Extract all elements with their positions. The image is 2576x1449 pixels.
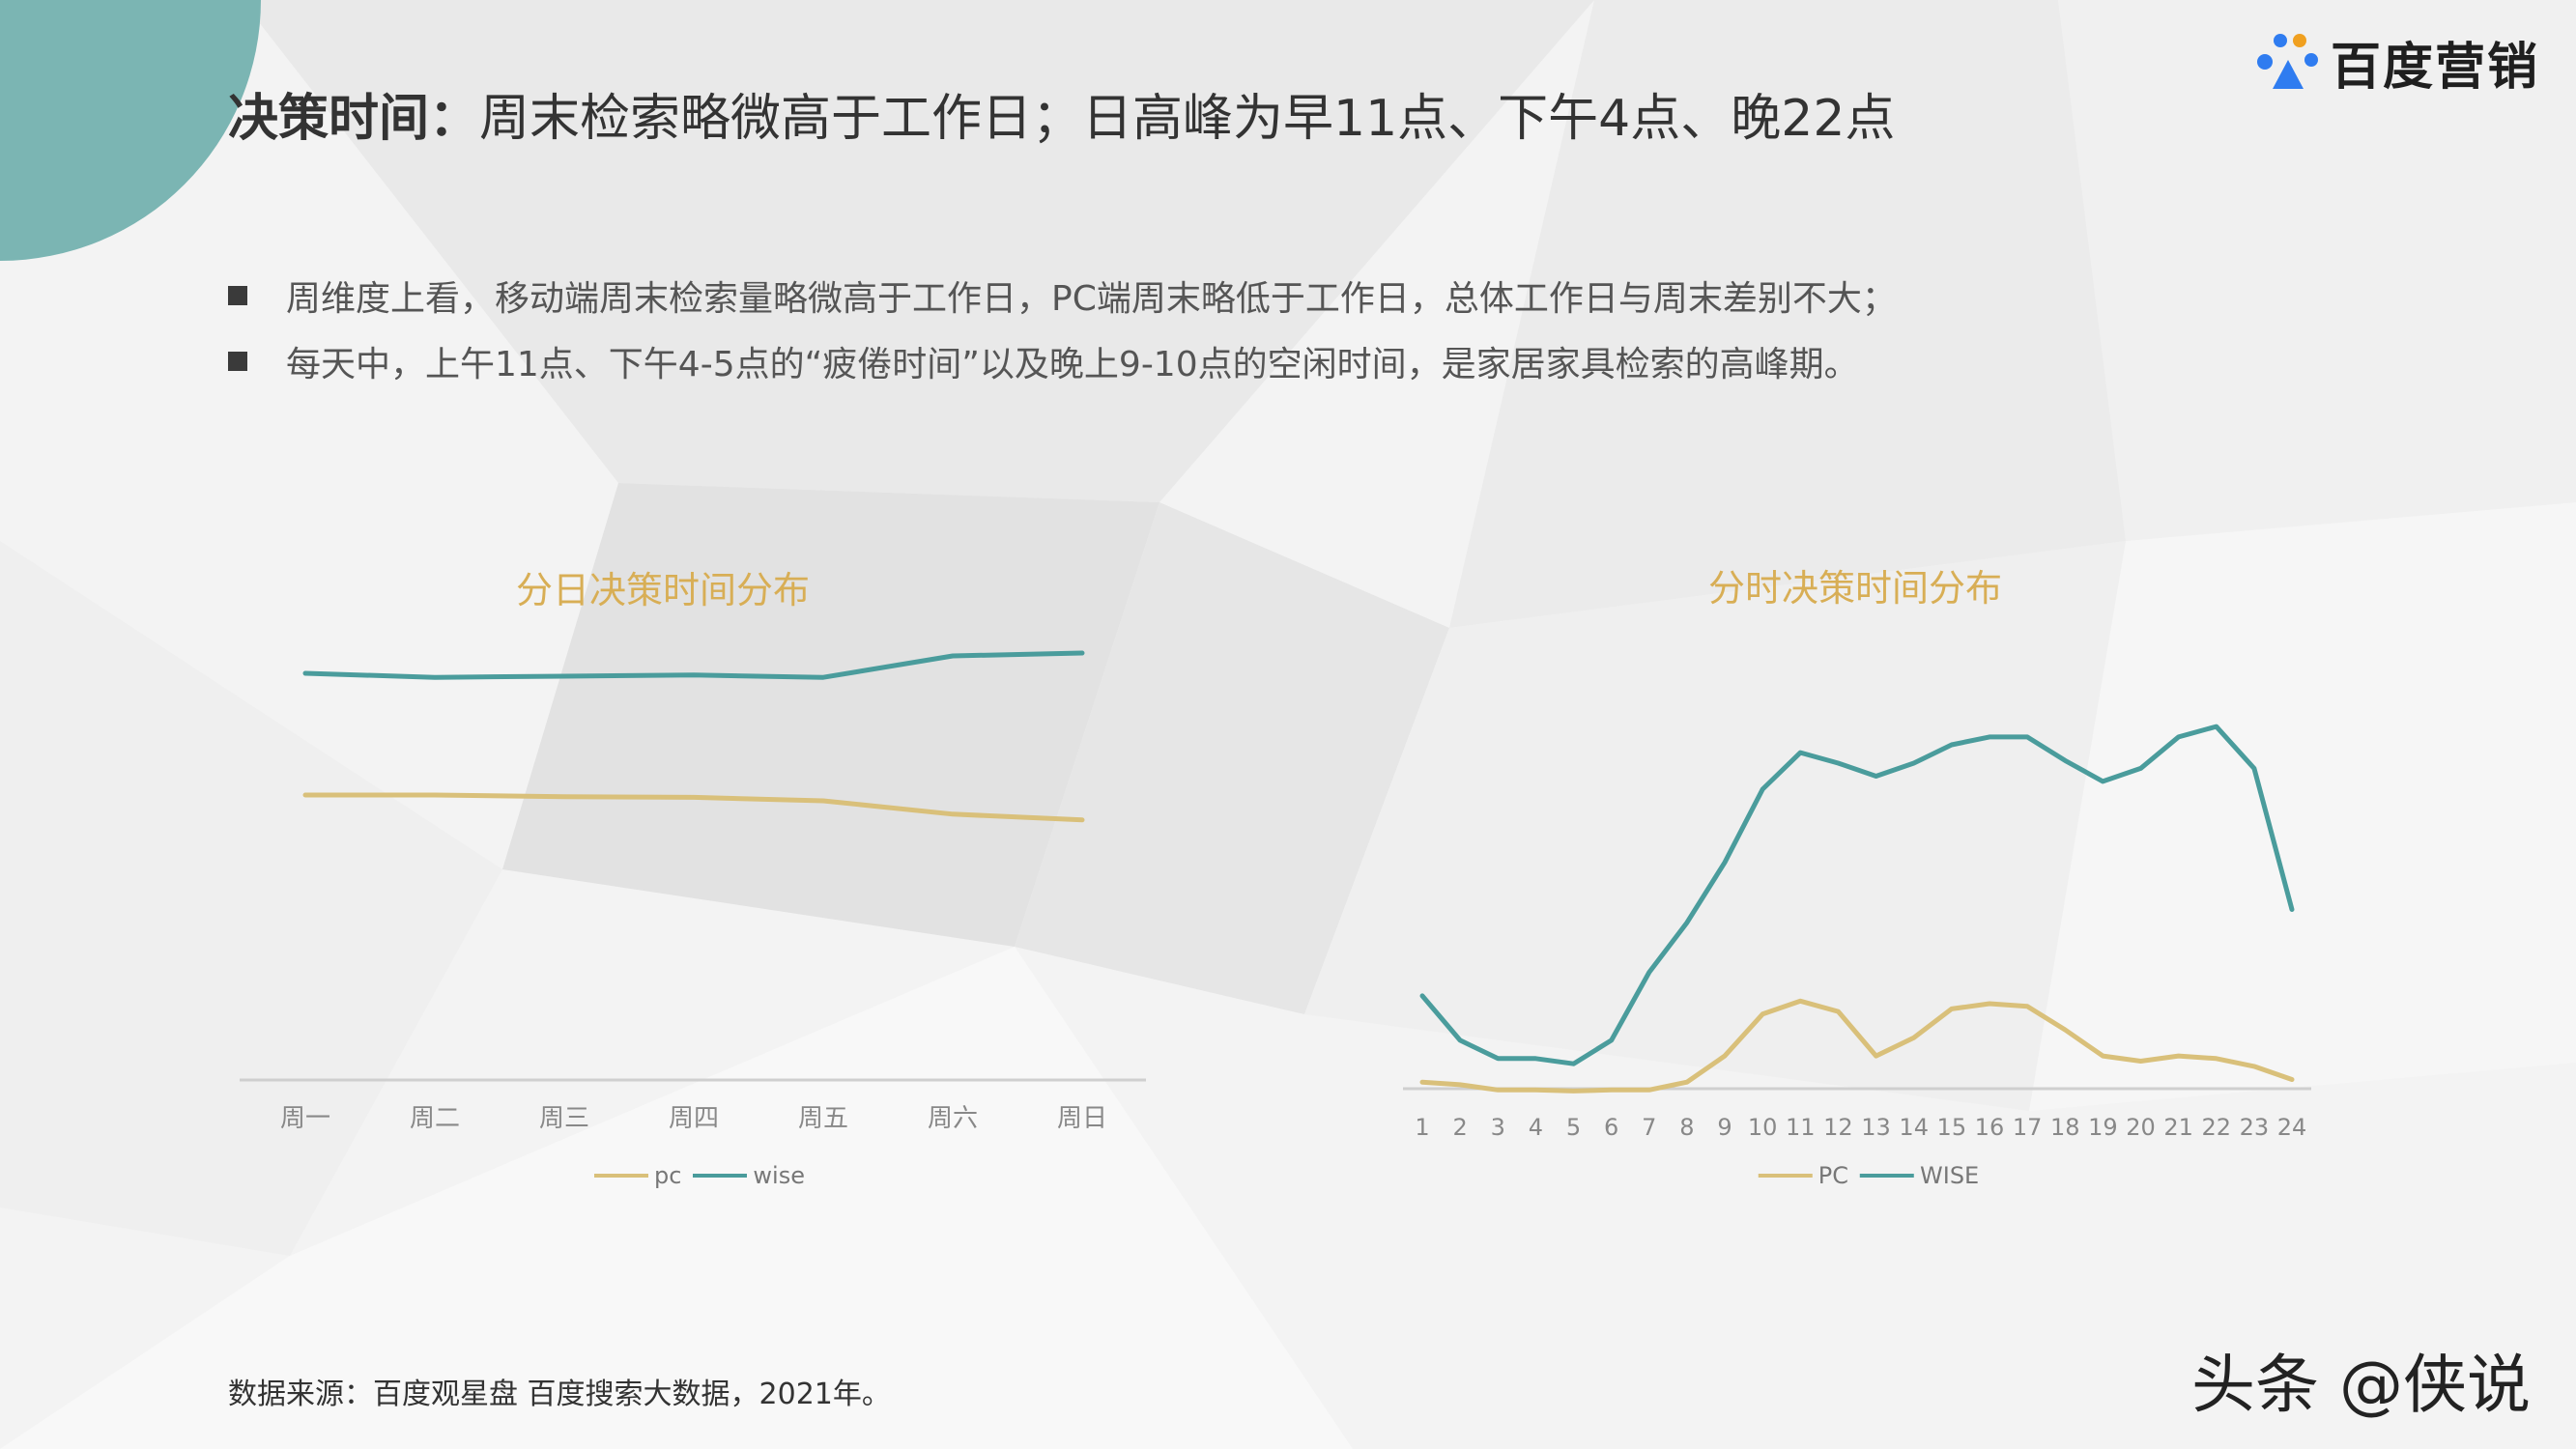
hourly-tick-label: 13 xyxy=(1861,1114,1891,1141)
bullet-list: 周维度上看，移动端周末检索量略微高于工作日，PC端周末略低于工作日，总体工作日与… xyxy=(228,263,1897,394)
hourly-tick-label: 9 xyxy=(1717,1114,1732,1141)
hourly-tick-label: 17 xyxy=(2013,1114,2043,1141)
hourly-tick-label: 14 xyxy=(1899,1114,1929,1141)
hourly-tick-label: 10 xyxy=(1748,1114,1778,1141)
legend-pc-label: pc xyxy=(653,1162,682,1189)
daily-tick-label: 周一 xyxy=(280,1104,330,1133)
legend-wise-swatch xyxy=(1860,1174,1915,1178)
hourly-series-wise-line xyxy=(1419,724,2295,1066)
hourly-tick-label: 7 xyxy=(1642,1114,1656,1141)
legend-pc-label: PC xyxy=(1818,1162,1849,1189)
hourly-tick-label: 16 xyxy=(1975,1114,2005,1141)
chart-daily-title: 分日决策时间分布 xyxy=(515,569,811,611)
daily-tick-label: 周三 xyxy=(539,1104,589,1133)
daily-tick-label: 周六 xyxy=(928,1104,978,1133)
bullet-text: 每天中，上午11点、下午4-5点的“疲倦时间”以及晚上9-10点的空闲时间，是家… xyxy=(286,345,1859,384)
hourly-tick-label: 5 xyxy=(1566,1114,1581,1141)
legend-item-wise: WISE xyxy=(1860,1162,1979,1189)
legend-wise-swatch xyxy=(693,1174,748,1178)
page-title: 决策时间：周末检索略微高于工作日；日高峰为早11点、下午4点、晚22点 xyxy=(228,77,1895,150)
chart-daily-legend: pc wise xyxy=(588,1162,811,1189)
brand-logo: 百度营销 xyxy=(2251,27,2539,97)
legend-wise-label: wise xyxy=(753,1162,806,1189)
bullet-square-icon xyxy=(228,286,247,305)
hourly-tick-label: 18 xyxy=(2050,1114,2080,1141)
corner-accent-circle xyxy=(0,0,261,261)
hourly-tick-label: 20 xyxy=(2126,1114,2156,1141)
bullet-text: 周维度上看，移动端周末检索量略微高于工作日，PC端周末略低于工作日，总体工作日与… xyxy=(286,279,1897,319)
hourly-tick-label: 12 xyxy=(1823,1114,1853,1141)
legend-pc-swatch xyxy=(1758,1174,1813,1178)
hourly-tick-label: 23 xyxy=(2240,1114,2270,1141)
legend-wise-label: WISE xyxy=(1920,1162,1980,1189)
chart-hourly-title: 分时决策时间分布 xyxy=(1707,567,2003,610)
data-source-note: 数据来源：百度观星盘 百度搜索大数据，2021年。 xyxy=(228,1378,891,1411)
hourly-tick-label: 22 xyxy=(2201,1114,2231,1141)
hourly-tick-label: 8 xyxy=(1679,1114,1694,1141)
paw-logo-icon xyxy=(2257,34,2318,89)
hourly-tick-label: 21 xyxy=(2163,1114,2193,1141)
daily-series-pc-line xyxy=(302,792,1085,823)
hourly-tick-label: 11 xyxy=(1786,1114,1816,1141)
daily-tick-label: 周日 xyxy=(1057,1104,1107,1133)
bullet-square-icon xyxy=(228,352,247,371)
hourly-tick-label: 1 xyxy=(1415,1114,1429,1141)
hourly-tick-label: 19 xyxy=(2088,1114,2118,1141)
chart-hourly-legend: PC WISE xyxy=(1753,1162,1985,1189)
hourly-tick-label: 4 xyxy=(1529,1114,1543,1141)
bullet-item: 周维度上看，移动端周末检索量略微高于工作日，PC端周末略低于工作日，总体工作日与… xyxy=(228,263,1897,328)
hourly-tick-label: 15 xyxy=(1937,1114,1967,1141)
logo-text: 百度营销 xyxy=(2331,38,2540,97)
hourly-tick-label: 6 xyxy=(1604,1114,1618,1141)
legend-pc-swatch xyxy=(593,1174,648,1178)
hourly-tick-label: 3 xyxy=(1491,1114,1505,1141)
title-bold: 决策时间： xyxy=(228,90,480,148)
hourly-series-pc-line xyxy=(1419,998,2295,1094)
daily-series-wise-line xyxy=(302,650,1085,680)
watermark: 头条 @侠说 xyxy=(2191,1348,2531,1422)
hourly-tick-label: 2 xyxy=(1452,1114,1467,1141)
daily-tick-label: 周二 xyxy=(410,1104,460,1133)
legend-item-wise: wise xyxy=(693,1162,805,1189)
legend-item-pc: pc xyxy=(593,1162,682,1189)
legend-item-pc: PC xyxy=(1758,1162,1849,1189)
daily-tick-label: 周五 xyxy=(798,1104,848,1133)
daily-tick-label: 周四 xyxy=(669,1104,719,1133)
hourly-tick-label: 24 xyxy=(2277,1114,2307,1141)
bullet-item: 每天中，上午11点、下午4-5点的“疲倦时间”以及晚上9-10点的空闲时间，是家… xyxy=(228,328,1897,394)
title-rest: 周末检索略微高于工作日；日高峰为早11点、下午4点、晚22点 xyxy=(479,90,1896,148)
